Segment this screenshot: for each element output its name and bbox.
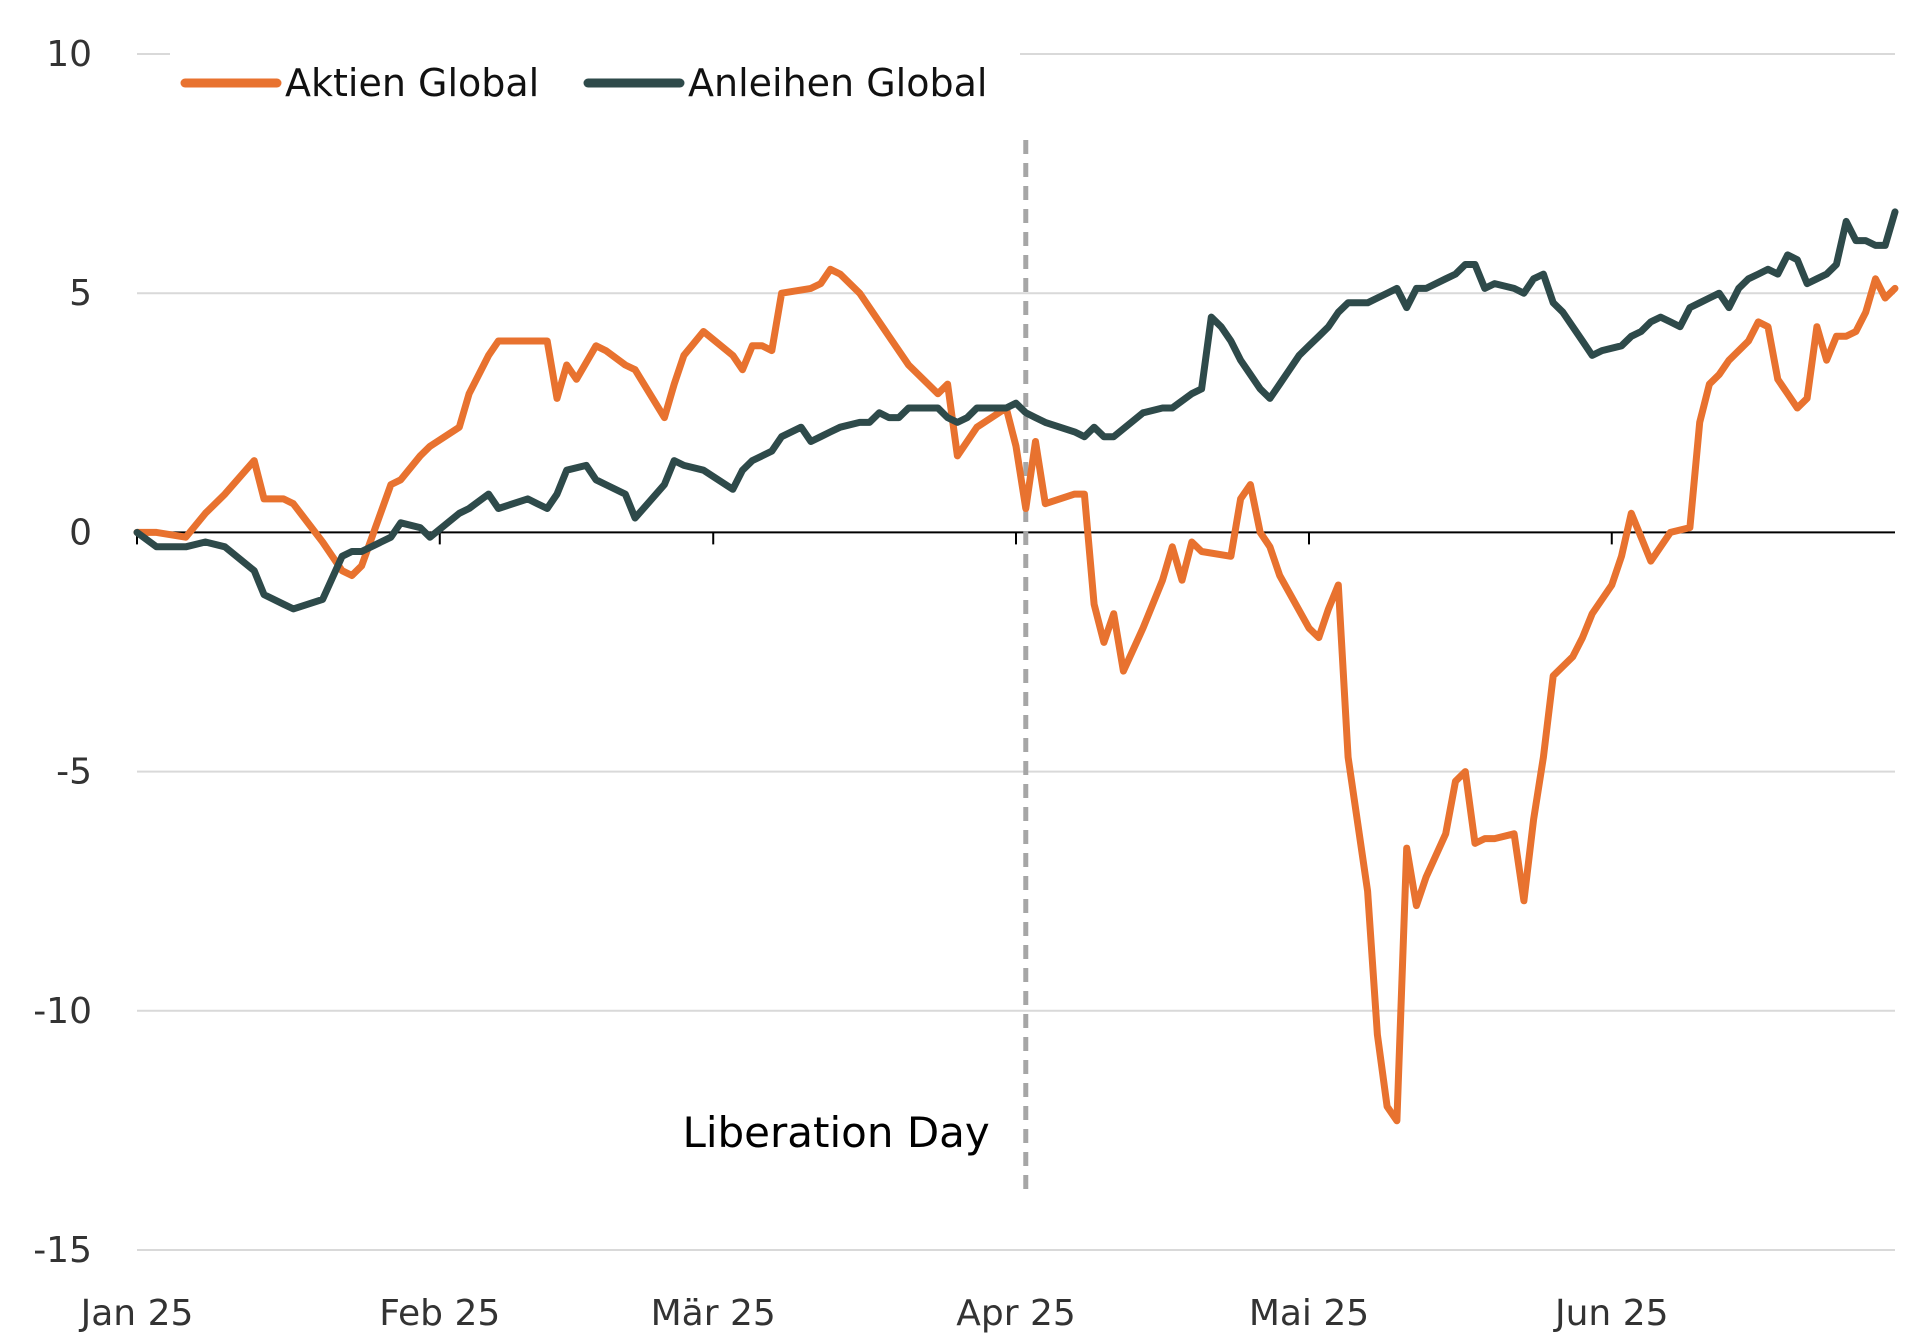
axis-layer: 10 5 0 -5 -10 -15 Jan 25 Feb 25 Mär 25 Apr 25 Mai … [33,34,1669,1334]
series-layer [133,208,1899,1125]
x-tick-label: Feb 25 [379,1293,500,1333]
x-tick-label: Jan 25 [79,1293,194,1333]
x-tick-label: Mai 25 [1249,1293,1369,1333]
x-tick-label: Jun 25 [1553,1293,1669,1333]
legend-background [170,30,1020,110]
y-tick-label: -5 [56,752,92,793]
series-line-anleihen-global [133,208,1899,613]
y-tick-label: 5 [69,273,92,314]
y-tick-label: 10 [46,34,92,75]
y-tick-label: 0 [69,512,92,553]
x-tick-label: Apr 25 [956,1293,1076,1333]
y-tick-label: -15 [33,1230,92,1271]
y-tick-label: -10 [33,991,92,1032]
series-line-aktien-global [133,265,1899,1125]
legend-label-anleihen-global: Anleihen Global [688,61,987,105]
x-tick-label: Mär 25 [651,1293,776,1333]
legend: Aktien Global Anleihen Global [170,30,1020,110]
annotation-layer: Liberation Day [682,140,1029,1195]
legend-label-aktien-global: Aktien Global [285,61,539,105]
grid-layer [137,53,1895,1251]
liberation-day-label: Liberation Day [682,1108,989,1157]
